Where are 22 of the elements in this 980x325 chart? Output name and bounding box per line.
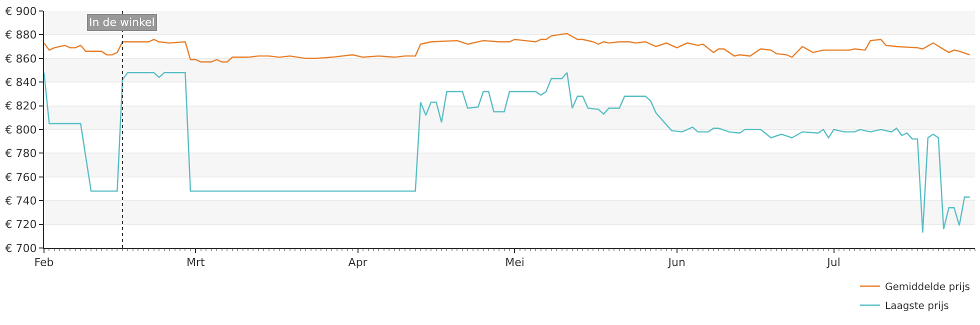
x-tick-label: Apr	[348, 256, 368, 270]
y-tick-label: € 700	[5, 242, 37, 255]
y-tick-label: € 760	[5, 170, 37, 184]
line-series	[44, 72, 970, 234]
y-tick-label: € 720	[5, 218, 37, 232]
y-tick-label: € 860	[5, 52, 37, 66]
y-tick-label: € 780	[5, 147, 37, 160]
ref-line-label: In de winkel	[89, 16, 155, 29]
y-tick-label: € 800	[5, 123, 37, 136]
x-tick-label: Jun	[667, 256, 686, 270]
legend-label: Laagste prijs	[885, 301, 949, 312]
y-tick-label: € 840	[5, 76, 37, 89]
y-tick-label: € 740	[5, 194, 37, 208]
x-tick-label: Jul	[826, 256, 840, 270]
y-tick-label: € 820	[5, 100, 37, 113]
legend-label: Gemiddelde prijs	[885, 282, 970, 294]
line-series	[44, 32, 970, 63]
x-tick-label: Mei	[505, 256, 524, 270]
x-tick-label: Mrt	[186, 256, 206, 270]
y-tick-label: € 880	[5, 28, 37, 42]
x-tick-label: Feb	[34, 256, 54, 270]
y-tick-label: € 900	[5, 4, 37, 18]
